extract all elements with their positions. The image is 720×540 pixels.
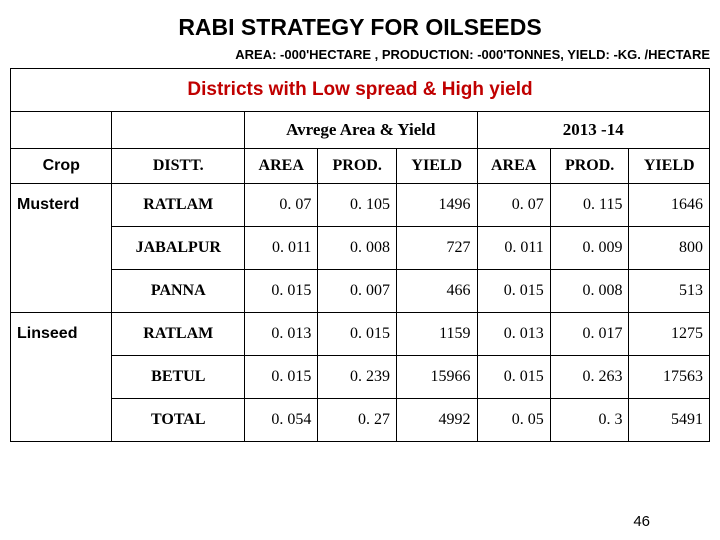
col-yield2: YIELD: [629, 149, 710, 184]
col-area2: AREA: [477, 149, 550, 184]
yield-cell: 1646: [629, 184, 710, 227]
area-cell: 0. 054: [245, 399, 318, 442]
data-table: Districts with Low spread & High yield A…: [10, 68, 710, 442]
col-prod2: PROD.: [550, 149, 629, 184]
distt-cell: BETUL: [112, 356, 245, 399]
yield-cell: 1275: [629, 313, 710, 356]
area-cell: 0. 013: [245, 313, 318, 356]
area-cell: 0. 015: [477, 356, 550, 399]
yield-cell: 17563: [629, 356, 710, 399]
area-cell: 0. 015: [477, 270, 550, 313]
section-title: Districts with Low spread & High yield: [11, 69, 710, 112]
blank-header: [11, 112, 112, 149]
prod-cell: 0. 009: [550, 227, 629, 270]
prod-cell: 0. 007: [318, 270, 397, 313]
table-row: BETUL 0. 015 0. 239 15966 0. 015 0. 263 …: [11, 356, 710, 399]
yield-cell: 513: [629, 270, 710, 313]
col-yield1: YIELD: [397, 149, 477, 184]
col-distt: DISTT.: [112, 149, 245, 184]
units-subtitle: AREA: -000'HECTARE , PRODUCTION: -000'TO…: [0, 47, 720, 68]
crop-cell: Musterd: [11, 184, 112, 313]
prod-cell: 0. 115: [550, 184, 629, 227]
prod-cell: 0. 263: [550, 356, 629, 399]
table-row: TOTAL 0. 054 0. 27 4992 0. 05 0. 3 5491: [11, 399, 710, 442]
group-header-avg: Avrege Area & Yield: [245, 112, 477, 149]
prod-cell: 0. 008: [550, 270, 629, 313]
distt-cell: TOTAL: [112, 399, 245, 442]
area-cell: 0. 05: [477, 399, 550, 442]
distt-cell: RATLAM: [112, 313, 245, 356]
table-row: JABALPUR 0. 011 0. 008 727 0. 011 0. 009…: [11, 227, 710, 270]
table-row: Linseed RATLAM 0. 013 0. 015 1159 0. 013…: [11, 313, 710, 356]
prod-cell: 0. 239: [318, 356, 397, 399]
area-cell: 0. 07: [245, 184, 318, 227]
distt-cell: PANNA: [112, 270, 245, 313]
area-cell: 0. 015: [245, 270, 318, 313]
distt-cell: JABALPUR: [112, 227, 245, 270]
page-number: 46: [633, 513, 650, 530]
prod-cell: 0. 017: [550, 313, 629, 356]
yield-cell: 1496: [397, 184, 477, 227]
yield-cell: 15966: [397, 356, 477, 399]
table-row: PANNA 0. 015 0. 007 466 0. 015 0. 008 51…: [11, 270, 710, 313]
group-header-year: 2013 -14: [477, 112, 710, 149]
page-title: RABI STRATEGY FOR OILSEEDS: [0, 0, 720, 47]
area-cell: 0. 011: [477, 227, 550, 270]
crop-cell: Linseed: [11, 313, 112, 442]
yield-cell: 466: [397, 270, 477, 313]
yield-cell: 800: [629, 227, 710, 270]
blank-header: [112, 112, 245, 149]
prod-cell: 0. 3: [550, 399, 629, 442]
area-cell: 0. 07: [477, 184, 550, 227]
yield-cell: 1159: [397, 313, 477, 356]
col-prod1: PROD.: [318, 149, 397, 184]
distt-cell: RATLAM: [112, 184, 245, 227]
prod-cell: 0. 015: [318, 313, 397, 356]
prod-cell: 0. 105: [318, 184, 397, 227]
area-cell: 0. 015: [245, 356, 318, 399]
prod-cell: 0. 27: [318, 399, 397, 442]
area-cell: 0. 013: [477, 313, 550, 356]
table-row: Musterd RATLAM 0. 07 0. 105 1496 0. 07 0…: [11, 184, 710, 227]
yield-cell: 4992: [397, 399, 477, 442]
area-cell: 0. 011: [245, 227, 318, 270]
yield-cell: 727: [397, 227, 477, 270]
col-crop: Crop: [11, 149, 112, 184]
yield-cell: 5491: [629, 399, 710, 442]
prod-cell: 0. 008: [318, 227, 397, 270]
col-area1: AREA: [245, 149, 318, 184]
